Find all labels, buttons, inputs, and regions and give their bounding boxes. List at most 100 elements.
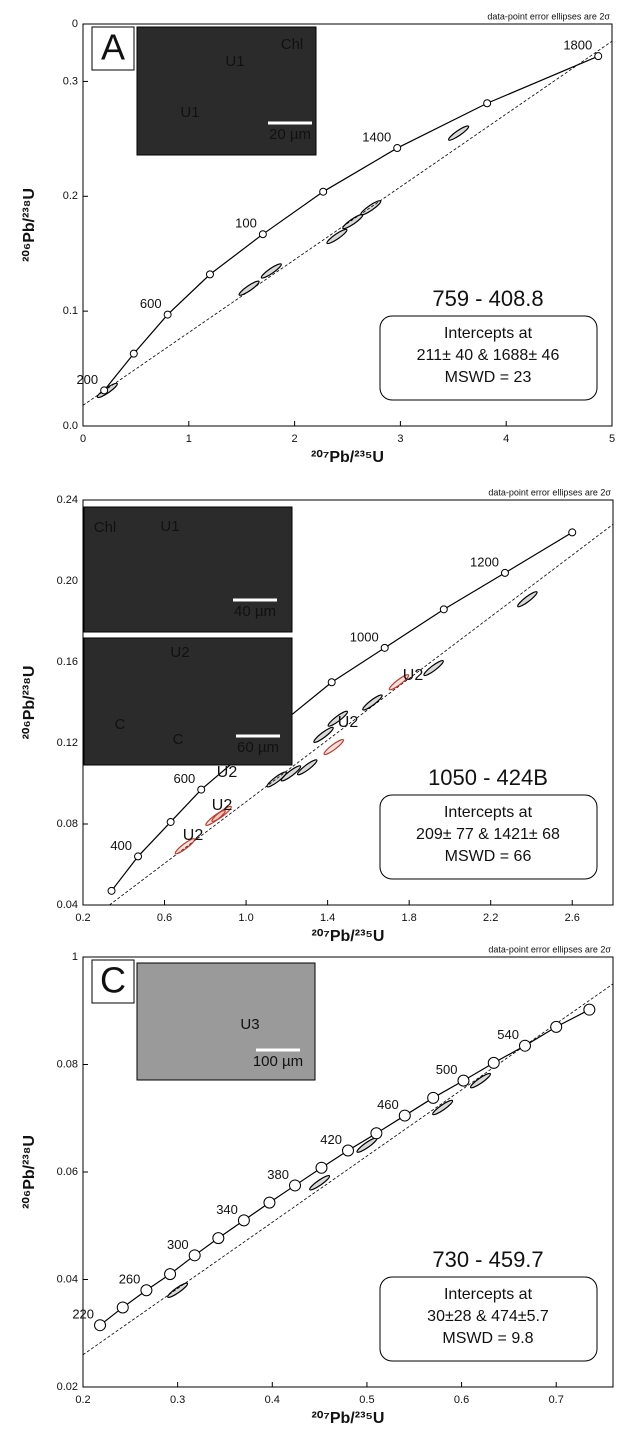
annotation: U2 [183, 827, 204, 844]
inset-label: 60 µm [237, 739, 279, 756]
annotation: U2 [212, 797, 233, 814]
concordia-point [381, 644, 388, 651]
x-tick-label: 0.6 [454, 1394, 469, 1406]
inset-label: 20 µm [269, 126, 311, 143]
age-label: 1400 [362, 129, 391, 144]
age-label: 200 [76, 372, 98, 387]
figure: data-point error ellipses are 2σ 0.0 0.1 0.… [0, 0, 624, 1442]
result-title: 759 - 408.8 [432, 286, 543, 311]
result-line: MSWD = 9.8 [442, 1330, 533, 1347]
result-line: 30±28 & 474±5.7 [427, 1308, 549, 1325]
y-tick-label: 0.16 [57, 656, 78, 668]
x-tick-label: 0.2 [75, 912, 90, 924]
inset-label: 40 µm [234, 603, 276, 620]
y-tick-label: 0.02 [57, 1381, 78, 1393]
y-tick-label: 0.3 [63, 75, 78, 87]
x-tick-label: 0.5 [359, 1394, 374, 1406]
age-label: 1200 [470, 554, 499, 569]
header-note: data-point error ellipses are 2σ [488, 944, 611, 954]
y-tick-label: 0.08 [57, 818, 78, 830]
age-label: 600 [174, 771, 196, 786]
x-tick-label: 5 [609, 433, 615, 445]
inset-label: 100 µm [253, 1053, 303, 1070]
x-axis-title: ²⁰⁷Pb/²³⁵U [312, 928, 385, 945]
x-tick-label: 1 [186, 433, 192, 445]
x-tick-label: 2.2 [483, 912, 498, 924]
error-ellipse [312, 726, 334, 744]
concordia-point [108, 887, 115, 894]
error-ellipse [260, 262, 283, 280]
age-label: 260 [119, 1272, 141, 1287]
concordia-point [101, 387, 108, 394]
y-axis-title: ²⁰⁶Pb/²³⁸U [21, 666, 38, 740]
age-label: 380 [267, 1167, 289, 1182]
error-ellipse [361, 693, 383, 711]
error-ellipse [447, 124, 470, 142]
concordia-point [117, 1302, 128, 1313]
concordia-point [167, 818, 174, 825]
age-label: 1800 [563, 38, 592, 53]
age-label: 400 [110, 838, 132, 853]
concordia-point [569, 529, 576, 536]
x-tick-label: 0.6 [157, 912, 172, 924]
x-tick-label: 0.4 [265, 1394, 280, 1406]
error-ellipse [516, 590, 538, 608]
result-line: 209± 77 & 1421± 68 [416, 826, 560, 843]
y-tick-label: 0.0 [63, 420, 78, 432]
concordia-point [165, 1269, 176, 1280]
y-tick-label: 0.04 [57, 899, 78, 911]
y-tick-label: 0 [72, 18, 78, 30]
concordia-point [164, 311, 171, 318]
y-tick-label: 0.08 [57, 1058, 78, 1070]
concordia-point [130, 350, 137, 357]
error-ellipse [323, 738, 345, 756]
inset-label: U2 [170, 644, 189, 661]
y-tick-label: 0.2 [63, 190, 78, 202]
result-title: 730 - 459.7 [432, 1247, 543, 1272]
x-tick-label: 3 [397, 433, 403, 445]
concordia-point [328, 679, 335, 686]
concordia-point [399, 1110, 410, 1121]
x-tick-label: 0 [80, 433, 86, 445]
x-tick-label: 0.2 [75, 1394, 90, 1406]
concordia-point [213, 1233, 224, 1244]
age-label: 500 [436, 1062, 458, 1077]
concordia-point [484, 100, 491, 107]
x-tick-label: 1.4 [320, 912, 335, 924]
concordia-point [371, 1128, 382, 1139]
y-tick-label: 0.12 [57, 737, 78, 749]
concordia-point [584, 1004, 595, 1015]
result-line: 211± 40 & 1688± 46 [417, 347, 560, 364]
y-tick-label: 0.1 [63, 305, 78, 317]
concordia-point [343, 1145, 354, 1156]
x-tick-label: 2 [292, 433, 298, 445]
inset-label: Chl [94, 519, 117, 536]
age-label: 300 [167, 1237, 189, 1252]
error-ellipse [359, 199, 382, 217]
concordia-point [238, 1215, 249, 1226]
age-label: 600 [140, 296, 162, 311]
concordia-point [95, 1320, 106, 1331]
error-ellipse [341, 213, 364, 231]
concordia-point [488, 1057, 499, 1068]
error-ellipse [469, 1072, 492, 1090]
x-tick-label: 0.7 [549, 1394, 564, 1406]
y-axis-title: ²⁰⁶Pb/²³⁸U [21, 1135, 38, 1209]
concordia-point [551, 1021, 562, 1032]
x-tick-label: 2.6 [565, 912, 580, 924]
x-tick-label: 4 [503, 433, 509, 445]
x-tick-label: 1.8 [402, 912, 417, 924]
inset-label: U1 [160, 518, 179, 535]
inset-label: U3 [240, 1016, 259, 1033]
result-title: 1050 - 424B [428, 765, 548, 790]
concordia-point [428, 1092, 439, 1103]
inset-label: C [173, 731, 184, 748]
y-tick-label: 0.24 [57, 494, 78, 506]
concordia-point [394, 145, 401, 152]
error-ellipse [166, 1281, 189, 1299]
y-tick-label: 0.04 [57, 1273, 78, 1285]
age-label: 220 [72, 1307, 94, 1322]
panel-label: A [101, 27, 125, 68]
concordia-point [519, 1040, 530, 1051]
concordia-point [206, 271, 213, 278]
